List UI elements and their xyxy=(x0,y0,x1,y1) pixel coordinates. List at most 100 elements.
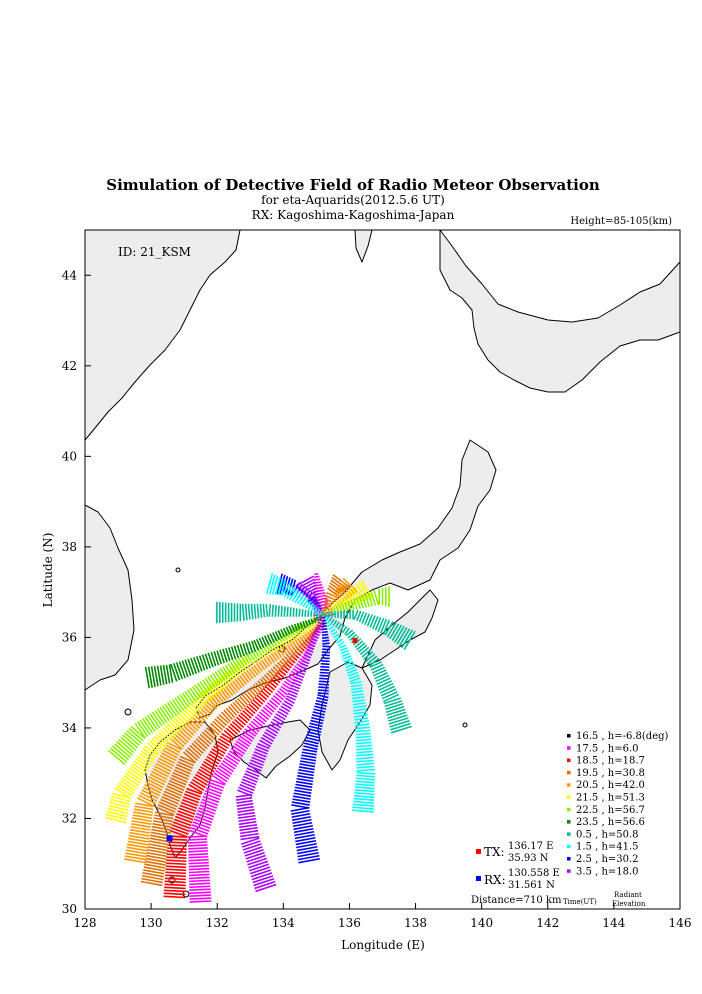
meteor-point xyxy=(159,665,165,685)
meteor-point xyxy=(340,649,349,655)
meteor-point xyxy=(356,777,375,781)
meteor-point xyxy=(163,889,186,893)
meteor-point xyxy=(165,744,181,754)
meteor-point xyxy=(208,697,218,710)
meteor-point xyxy=(277,710,288,718)
meteor-point xyxy=(250,720,262,730)
meteor-point xyxy=(189,897,212,900)
y-tick-label: 42 xyxy=(62,359,77,373)
meteor-point xyxy=(171,718,183,731)
meteor-point xyxy=(229,682,238,693)
meteor-point xyxy=(169,700,180,715)
meteor-point xyxy=(290,649,297,657)
meteor-point xyxy=(208,724,220,736)
meteor-point xyxy=(149,837,170,843)
meteor-point xyxy=(311,716,324,722)
meteor-point xyxy=(314,575,320,579)
meteor-point xyxy=(130,765,146,777)
meteor-point xyxy=(334,621,340,628)
tx-lat: 35.93 N xyxy=(508,853,549,864)
meteor-point xyxy=(262,687,272,696)
meteor-point xyxy=(216,650,223,665)
meteor-point xyxy=(295,783,313,789)
meteor-point xyxy=(227,663,236,674)
meteor-point xyxy=(352,702,366,706)
meteor-point xyxy=(315,702,327,707)
meteor-point xyxy=(339,583,353,597)
meteor-point xyxy=(349,633,358,641)
meteor-point xyxy=(368,657,380,667)
meteor-point xyxy=(354,786,375,790)
meteor-point xyxy=(205,727,218,738)
meteor-point xyxy=(187,658,195,675)
meteor-point xyxy=(144,666,151,689)
meteor-point xyxy=(266,683,275,691)
meteor-point xyxy=(328,584,341,595)
meteor-point xyxy=(125,849,148,855)
meteor-point xyxy=(237,805,254,810)
meteor-point xyxy=(154,765,171,775)
meteor-point xyxy=(263,674,272,683)
meteor-point xyxy=(234,699,244,710)
meteor-point xyxy=(242,709,252,719)
meteor-point xyxy=(148,776,165,786)
meteor-point xyxy=(152,822,172,829)
elevation-label: Elevation xyxy=(612,900,646,908)
meteor-point xyxy=(390,725,412,734)
meteor-point xyxy=(291,812,311,818)
meteor-point xyxy=(134,805,154,811)
meteor-point xyxy=(217,738,231,747)
meteor-point xyxy=(163,747,180,756)
meteor-point xyxy=(193,818,212,827)
meteor-point xyxy=(274,605,277,617)
meteor-point xyxy=(212,672,221,685)
meteor-point xyxy=(320,665,330,669)
meteor-point xyxy=(300,760,316,765)
tx-lon: 136.17 E xyxy=(508,841,553,852)
meteor-point xyxy=(189,894,212,897)
meteor-point xyxy=(107,807,128,815)
meteor-point xyxy=(283,584,294,598)
meteor-point xyxy=(220,676,229,687)
meteor-point xyxy=(107,749,126,766)
meteor-point xyxy=(218,764,233,775)
meteor-point xyxy=(364,593,371,608)
meteor-point xyxy=(168,664,174,683)
meteor-point xyxy=(204,677,214,690)
meteor-point xyxy=(274,692,284,701)
chart-title: Simulation of Detective Field of Radio M… xyxy=(106,176,600,194)
meteor-point xyxy=(165,664,171,684)
meteor-point xyxy=(374,617,382,631)
meteor-point xyxy=(289,687,299,693)
meteor-point xyxy=(361,648,372,658)
russia-coast-land xyxy=(84,229,241,441)
meteor-point xyxy=(175,662,184,680)
meteor-point xyxy=(268,654,275,664)
meteor-point xyxy=(149,740,162,753)
meteor-point xyxy=(196,812,214,821)
meteor-point xyxy=(210,722,222,734)
meteor-point xyxy=(181,692,192,706)
meteor-point xyxy=(161,796,179,805)
meteor-point xyxy=(126,846,148,852)
meteor-point xyxy=(316,616,320,622)
meteor-point xyxy=(198,768,212,778)
meteor-point xyxy=(341,603,346,613)
meteor-point xyxy=(217,678,227,689)
meteor-point xyxy=(241,673,250,683)
x-tick-label: 132 xyxy=(206,916,229,930)
meteor-point xyxy=(227,647,234,661)
meteor-point xyxy=(187,747,200,759)
meteor-point xyxy=(358,644,368,653)
meteor-point xyxy=(147,846,169,852)
meteor-point xyxy=(321,651,330,654)
meteor-point xyxy=(293,626,298,634)
meteor-point xyxy=(265,728,277,737)
meteor-point xyxy=(355,729,371,733)
meteor-point xyxy=(239,823,258,829)
meteor-point xyxy=(273,651,280,660)
meteor-point xyxy=(161,752,177,762)
legend-swatch xyxy=(567,734,571,738)
meteor-point xyxy=(241,694,251,704)
legend-entry: 2.5 , h=30.2 xyxy=(576,854,639,865)
